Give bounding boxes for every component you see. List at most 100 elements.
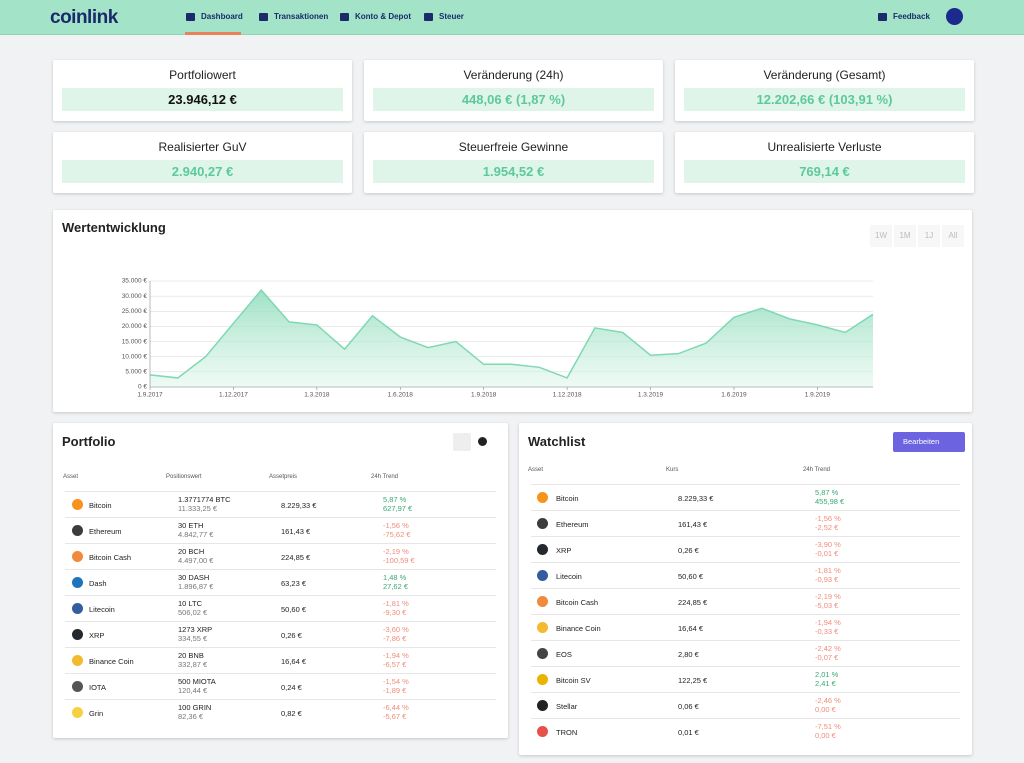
cell-pct: -2,46 % bbox=[815, 696, 841, 705]
range-button[interactable]: 1M bbox=[894, 225, 916, 247]
logo[interactable]: coinlink bbox=[50, 7, 118, 28]
cell-amount: 100 GRIN bbox=[178, 703, 212, 712]
cell-change: -0,07 € bbox=[815, 653, 839, 662]
table-row[interactable]: Dash 30 DASH 1.896,87 € 63,23 € 1,48 % 27,62 … bbox=[65, 569, 496, 595]
cell-name: Bitcoin Cash bbox=[89, 553, 132, 562]
table-row[interactable]: Bitcoin SV 122,25 € 2,01 % 2,41 € bbox=[531, 666, 960, 692]
coin-icon bbox=[537, 596, 548, 607]
list-view-toggle[interactable] bbox=[453, 433, 471, 451]
cell-name: Grin bbox=[89, 709, 104, 718]
cell-change: 2,41 € bbox=[815, 679, 836, 688]
cell-change: 0,00 € bbox=[815, 731, 836, 740]
cell-name: TRON bbox=[556, 728, 578, 737]
range-button[interactable]: All bbox=[942, 225, 964, 247]
cell-price: 0,82 € bbox=[281, 709, 302, 718]
table-row[interactable]: Ethereum 161,43 € -1,56 % -2,52 € bbox=[531, 510, 960, 536]
table-row[interactable]: XRP 0,26 € -3,90 % -0,01 € bbox=[531, 536, 960, 562]
coin-icon bbox=[537, 518, 548, 529]
coin-icon bbox=[537, 700, 548, 711]
nav-item[interactable]: Konto & Depot bbox=[340, 12, 411, 21]
feedback-label: Feedback bbox=[893, 12, 930, 21]
table-row[interactable]: Bitcoin 8.229,33 € 5,87 % 455,98 € bbox=[531, 484, 960, 510]
cell-pct: -2,42 % bbox=[815, 644, 841, 653]
table-row[interactable]: Ethereum 30 ETH 4.842,77 € 161,43 € -1,56 % -… bbox=[65, 517, 496, 543]
kpi-value: 23.946,12 € bbox=[62, 88, 343, 111]
table-row[interactable]: Litecoin 50,60 € -1,81 % -0,93 € bbox=[531, 562, 960, 588]
table-row[interactable]: Bitcoin 1.3771774 BTC 11.333,25 € 8.229,33 … bbox=[65, 491, 496, 517]
cell-amount: 1273 XRP bbox=[178, 625, 213, 634]
pie-view-toggle[interactable] bbox=[478, 437, 487, 446]
watchlist-card: Watchlist Bearbeiten Asset Kurs 24h Trend B… bbox=[519, 423, 972, 755]
cell-price: 2,80 € bbox=[678, 650, 699, 659]
cell-worth: 332,87 € bbox=[178, 660, 208, 669]
cell-pct: -3,60 % bbox=[383, 625, 409, 634]
range-button[interactable]: 1J bbox=[918, 225, 940, 247]
nav-item[interactable]: Steuer bbox=[424, 12, 464, 21]
cell-pct: -6,44 % bbox=[383, 703, 409, 712]
column-header: Positionswert bbox=[166, 474, 202, 480]
y-tick-label: 20.000 € bbox=[122, 323, 148, 330]
table-row[interactable]: EOS 2,80 € -2,42 % -0,07 € bbox=[531, 640, 960, 666]
table-row[interactable]: Grin 100 GRIN 82,36 € 0,82 € -6,44 % -5,67 € bbox=[65, 699, 496, 725]
coin-icon bbox=[537, 544, 548, 555]
cell-change: 627,97 € bbox=[383, 504, 413, 513]
cell-name: Binance Coin bbox=[89, 657, 134, 666]
nav-label: Steuer bbox=[439, 12, 464, 21]
kpi-value: 12.202,66 € (103,91 %) bbox=[684, 88, 965, 111]
cell-price: 63,23 € bbox=[281, 579, 307, 588]
column-header: Kurs bbox=[666, 467, 679, 473]
table-row[interactable]: Binance Coin 16,64 € -1,94 % -0,33 € bbox=[531, 614, 960, 640]
edit-button[interactable]: Bearbeiten bbox=[893, 432, 965, 452]
cell-change: -5,67 € bbox=[383, 712, 407, 721]
cell-pct: -1,56 % bbox=[383, 521, 409, 530]
cell-name: Bitcoin Cash bbox=[556, 598, 599, 607]
y-tick-label: 15.000 € bbox=[122, 338, 148, 345]
nav-label: Konto & Depot bbox=[355, 12, 411, 21]
column-header: Asset bbox=[528, 467, 544, 473]
cell-price: 0,01 € bbox=[678, 728, 699, 737]
cell-price: 8.229,33 € bbox=[281, 501, 317, 510]
watchlist-title: Watchlist bbox=[528, 434, 586, 449]
table-row[interactable]: Litecoin 10 LTC 506,02 € 50,60 € -1,81 % -9,3… bbox=[65, 595, 496, 621]
cell-price: 122,25 € bbox=[678, 676, 708, 685]
kpi-card: Veränderung (Gesamt) 12.202,66 € (103,91 … bbox=[675, 60, 974, 121]
cell-pct: -1,81 % bbox=[383, 599, 409, 608]
coin-icon bbox=[72, 603, 83, 614]
table-row[interactable]: Bitcoin Cash 224,85 € -2,19 % -5,03 € bbox=[531, 588, 960, 614]
x-tick-label: 1.12.2017 bbox=[219, 392, 248, 399]
user-avatar[interactable] bbox=[946, 8, 963, 25]
x-tick-label: 1.3.2018 bbox=[304, 392, 330, 399]
cell-name: Bitcoin SV bbox=[556, 676, 591, 685]
chart-title: Wertentwicklung bbox=[62, 220, 166, 235]
table-row[interactable]: TRON 0,01 € -7,51 % 0,00 € bbox=[531, 718, 960, 744]
x-tick-label: 1.6.2018 bbox=[388, 392, 414, 399]
table-row[interactable]: IOTA 500 MIOTA 120,44 € 0,24 € -1,54 % -1,89 … bbox=[65, 673, 496, 699]
cell-pct: -1,81 % bbox=[815, 566, 841, 575]
coin-icon bbox=[72, 499, 83, 510]
cell-change: -0,01 € bbox=[815, 549, 839, 558]
cell-price: 16,64 € bbox=[281, 657, 307, 666]
range-button[interactable]: 1W bbox=[870, 225, 892, 247]
feedback[interactable]: Feedback bbox=[878, 12, 930, 21]
cell-pct: -3,90 % bbox=[815, 540, 841, 549]
table-row[interactable]: Bitcoin Cash 20 BCH 4.497,00 € 224,85 € -2,1… bbox=[65, 543, 496, 569]
table-row[interactable]: Stellar 0,06 € -2,46 % 0,00 € bbox=[531, 692, 960, 718]
cell-price: 0,06 € bbox=[678, 702, 699, 711]
cell-price: 16,64 € bbox=[678, 624, 704, 633]
nav-item[interactable]: Dashboard bbox=[186, 12, 243, 21]
x-tick-label: 1.9.2018 bbox=[471, 392, 497, 399]
cell-change: -75,62 € bbox=[383, 530, 411, 539]
cell-name: Binance Coin bbox=[556, 624, 601, 633]
table-row[interactable]: XRP 1273 XRP 334,55 € 0,26 € -3,60 % -7,86 € bbox=[65, 621, 496, 647]
cell-amount: 1.3771774 BTC bbox=[178, 495, 231, 504]
x-tick-label: 1.9.2019 bbox=[805, 392, 831, 399]
nav-item[interactable]: Transaktionen bbox=[259, 12, 328, 21]
x-tick-label: 1.3.2019 bbox=[638, 392, 664, 399]
cell-worth: 1.896,87 € bbox=[178, 582, 214, 591]
coin-icon bbox=[537, 570, 548, 581]
cell-name: Ethereum bbox=[89, 527, 122, 536]
y-tick-label: 5.000 € bbox=[125, 369, 147, 376]
cell-pct: -2,19 % bbox=[383, 547, 409, 556]
table-row[interactable]: Binance Coin 20 BNB 332,87 € 16,64 € -1,94 %… bbox=[65, 647, 496, 673]
cell-pct: 2,01 % bbox=[815, 670, 839, 679]
